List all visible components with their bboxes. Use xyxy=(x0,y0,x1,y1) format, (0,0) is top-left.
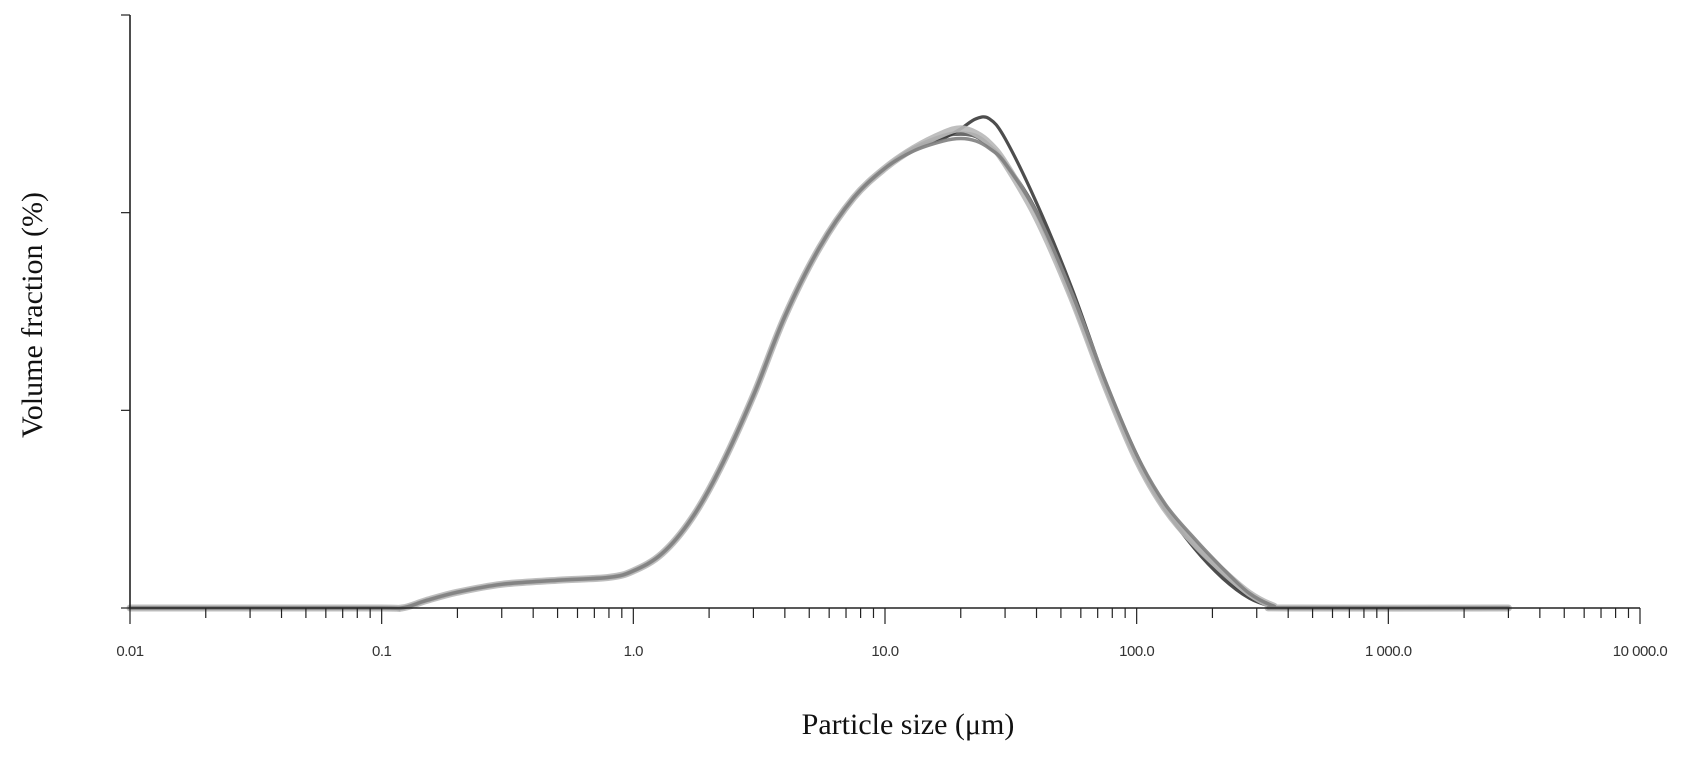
series-line-1 xyxy=(127,131,1511,611)
x-tick-label: 1 000.0 xyxy=(1365,643,1412,660)
series-line-2 xyxy=(128,115,1510,611)
y-axis-title: Volume fraction (%) xyxy=(16,192,49,438)
x-tick-label: 10 000.0 xyxy=(1613,643,1668,660)
series-layer xyxy=(126,115,1512,612)
x-tick-label: 0.1 xyxy=(372,643,392,660)
series-line-3 xyxy=(126,125,1512,612)
x-tick-label: 100.0 xyxy=(1119,643,1154,660)
series-line-4 xyxy=(128,136,1511,611)
x-tick-label: 1.0 xyxy=(624,643,644,660)
x-tick-labels: 0.01 0.1 1.0 10.0 100.0 1 000.0 10 000.0 xyxy=(116,643,1667,660)
x-tick-label: 10.0 xyxy=(871,643,898,660)
x-tick-label: 0.01 xyxy=(116,643,143,660)
x-ticks xyxy=(129,608,1641,624)
y-ticks xyxy=(121,14,130,609)
x-axis-title: Particle size (μm) xyxy=(802,708,1015,741)
